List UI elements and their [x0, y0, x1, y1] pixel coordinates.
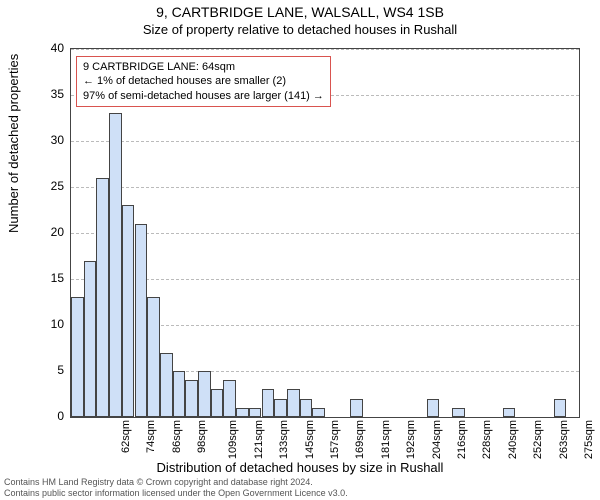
histogram-bar: [223, 380, 236, 417]
histogram-bar: [160, 353, 173, 417]
histogram-bar: [452, 408, 465, 417]
chart-subtitle: Size of property relative to detached ho…: [0, 22, 600, 37]
x-tick-label: 98sqm: [196, 420, 208, 453]
histogram-bar: [71, 297, 84, 417]
histogram-bar: [109, 113, 122, 417]
x-tick-label: 74sqm: [145, 420, 157, 453]
histogram-bar: [147, 297, 160, 417]
footer-line: Contains public sector information licen…: [4, 488, 348, 498]
histogram-bar: [350, 399, 363, 417]
x-tick-label: 62sqm: [120, 420, 132, 453]
histogram-bar: [96, 178, 109, 417]
x-tick-label: 192sqm: [405, 420, 417, 459]
x-tick-label: 204sqm: [431, 420, 443, 459]
x-tick-label: 240sqm: [507, 420, 519, 459]
histogram-bar: [122, 205, 135, 417]
x-tick-label: 133sqm: [278, 420, 290, 459]
x-tick-label: 169sqm: [354, 420, 366, 459]
histogram-bar: [503, 408, 516, 417]
x-tick-label: 86sqm: [171, 420, 183, 453]
histogram-bar: [173, 371, 186, 417]
gridline: [71, 187, 579, 188]
x-tick-label: 121sqm: [253, 420, 265, 459]
histogram-bar: [84, 261, 97, 417]
chart-frame: 9, CARTBRIDGE LANE, WALSALL, WS4 1SB Siz…: [0, 0, 600, 500]
y-tick-label: 25: [34, 179, 64, 193]
gridline: [71, 233, 579, 234]
gridline: [71, 279, 579, 280]
y-tick-label: 35: [34, 87, 64, 101]
histogram-bar: [249, 408, 262, 417]
histogram-bar: [198, 371, 211, 417]
chart-title: 9, CARTBRIDGE LANE, WALSALL, WS4 1SB: [0, 4, 600, 20]
x-tick-label: 109sqm: [227, 420, 239, 459]
x-tick-label: 181sqm: [380, 420, 392, 459]
x-axis-title: Distribution of detached houses by size …: [0, 460, 600, 475]
footer-attribution: Contains HM Land Registry data © Crown c…: [4, 477, 348, 498]
annotation-line: 97% of semi-detached houses are larger (…: [83, 89, 324, 103]
histogram-bar: [185, 380, 198, 417]
histogram-bar: [554, 399, 567, 417]
y-axis-title: Number of detached properties: [6, 54, 21, 233]
histogram-bar: [262, 389, 275, 417]
histogram-bar: [135, 224, 148, 417]
histogram-bar: [312, 408, 325, 417]
x-tick-label: 145sqm: [304, 420, 316, 459]
histogram-bar: [236, 408, 249, 417]
footer-line: Contains HM Land Registry data © Crown c…: [4, 477, 348, 487]
x-tick-label: 275sqm: [583, 420, 595, 459]
x-tick-label: 263sqm: [558, 420, 570, 459]
histogram-bar: [274, 399, 287, 417]
histogram-bar: [300, 399, 313, 417]
annotation-line: 9 CARTBRIDGE LANE: 64sqm: [83, 60, 324, 74]
y-tick-label: 5: [34, 363, 64, 377]
gridline: [71, 141, 579, 142]
gridline: [71, 49, 579, 50]
histogram-bar: [427, 399, 440, 417]
histogram-bar: [287, 389, 300, 417]
annotation-box: 9 CARTBRIDGE LANE: 64sqm← 1% of detached…: [76, 56, 331, 107]
y-tick-label: 0: [34, 409, 64, 423]
y-tick-label: 15: [34, 271, 64, 285]
x-tick-label: 228sqm: [481, 420, 493, 459]
y-tick-label: 30: [34, 133, 64, 147]
y-tick-label: 10: [34, 317, 64, 331]
x-tick-label: 252sqm: [532, 420, 544, 459]
x-tick-label: 157sqm: [329, 420, 341, 459]
y-tick-label: 20: [34, 225, 64, 239]
annotation-line: ← 1% of detached houses are smaller (2): [83, 74, 324, 88]
y-tick-label: 40: [34, 41, 64, 55]
histogram-bar: [211, 389, 224, 417]
x-tick-label: 216sqm: [456, 420, 468, 459]
